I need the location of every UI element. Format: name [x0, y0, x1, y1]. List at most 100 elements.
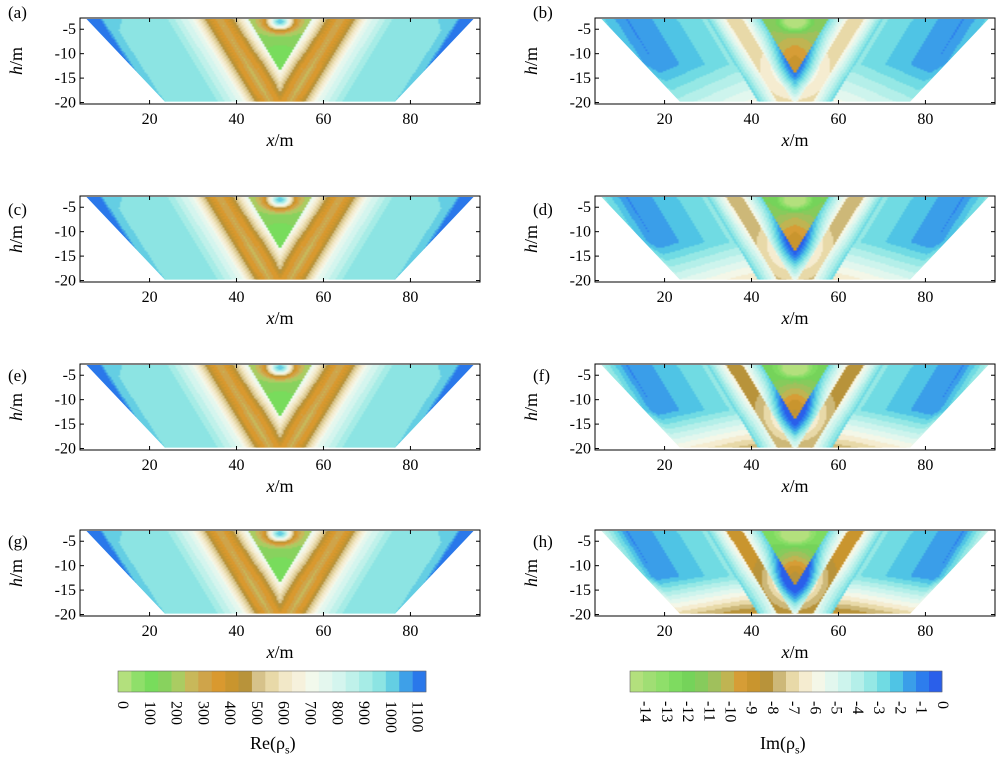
- y-tick-label: -5: [63, 21, 76, 38]
- y-tick-label: -5: [63, 533, 76, 550]
- panel-e: 20 40 60 80 -5 -10 -15 -20 x/m h/m: [6, 363, 481, 496]
- y-tick-label: -10: [55, 558, 76, 575]
- x-axis-title: x/m: [780, 642, 808, 662]
- colorbar-swatch: [292, 671, 306, 692]
- colorbar-tick-label: -13: [658, 701, 675, 722]
- panel-d: 20 40 60 80 -5 -10 -15 -20 x/m h/m: [521, 195, 996, 328]
- y-tick-label: -5: [578, 199, 591, 216]
- x-tick-label: 80: [402, 623, 418, 640]
- y-tick-label: -5: [578, 533, 591, 550]
- y-tick-label: -20: [570, 441, 591, 458]
- x-axis-title: x/m: [780, 476, 808, 496]
- colorbar-swatch: [734, 671, 748, 692]
- x-axis-title: x/m: [265, 308, 293, 328]
- colorbar-tick-label: -6: [806, 701, 823, 714]
- panel-c: 20 40 60 80 -5 -10 -15 -20 x/m h/m: [6, 195, 481, 328]
- colorbar-swatch: [708, 671, 722, 692]
- colorbar-swatch: [721, 671, 735, 692]
- x-tick-label: 60: [830, 111, 846, 128]
- heatmap-image: [86, 365, 474, 448]
- x-tick-label: 40: [744, 457, 760, 474]
- x-axis-title: x/m: [780, 130, 808, 150]
- colorbar-swatch: [786, 671, 800, 692]
- x-tick-label: 20: [657, 457, 673, 474]
- colorbar-swatch: [656, 671, 670, 692]
- colorbar-swatch: [773, 671, 787, 692]
- colorbar-swatch: [171, 671, 186, 692]
- heatmap-image: [601, 19, 989, 102]
- heatmap-image: [86, 531, 474, 614]
- y-tick-label: -20: [55, 273, 76, 290]
- colorbar-tick-label: 100: [141, 701, 158, 725]
- y-tick-label: -10: [570, 392, 591, 409]
- panel-label: (b): [533, 3, 553, 22]
- colorbar-tick-label: -9: [743, 701, 760, 714]
- colorbar-swatch: [812, 671, 826, 692]
- colorbar-frame: [117, 670, 427, 693]
- colorbar-swatch: [799, 671, 813, 692]
- x-tick-label: 60: [315, 111, 331, 128]
- colorbar-im-title-main: Im(ρ: [760, 733, 795, 753]
- y-axis-title: h/m: [6, 225, 26, 253]
- colorbar-swatch: [158, 671, 172, 692]
- panel-label: (a): [8, 3, 27, 22]
- y-tick-label: -5: [63, 367, 76, 384]
- x-tick-label: 40: [229, 111, 245, 128]
- plot-frame: [79, 17, 481, 105]
- colorbar-swatch: [318, 671, 333, 692]
- y-tick-label: -15: [55, 416, 76, 433]
- y-axis-title: h/m: [6, 559, 26, 587]
- colorbar-swatch: [238, 671, 253, 692]
- colorbar-swatch: [669, 671, 683, 692]
- colorbar-re: 0 100 200 300 400 500 600 700 800 900 1000 1100: [114, 670, 427, 733]
- x-axis-title: x/m: [265, 130, 293, 150]
- x-tick-label: 40: [744, 623, 760, 640]
- y-tick-label: -15: [55, 70, 76, 87]
- x-axis-title: x/m: [265, 642, 293, 662]
- colorbar-im: -14 -13 -12 -11 -10 -9 -8 -7 -6 -5 -4 -3 -2 -1 0: [629, 670, 951, 722]
- y-axis-title: h/m: [521, 393, 541, 421]
- x-tick-label: 20: [142, 289, 158, 306]
- colorbar-swatch: [682, 671, 696, 692]
- y-tick-label: -10: [570, 46, 591, 63]
- x-tick-label: 80: [917, 623, 933, 640]
- y-tick-label: -5: [63, 199, 76, 216]
- plot-frame: [594, 195, 996, 283]
- colorbar-swatch: [695, 671, 709, 692]
- y-axis-title: h/m: [521, 559, 541, 587]
- y-tick-label: -5: [578, 21, 591, 38]
- colorbar-tick-label: -11: [700, 701, 717, 722]
- heatmap-image: [601, 197, 989, 280]
- colorbar-tick-label: -1: [913, 701, 930, 714]
- colorbar-swatch: [412, 671, 427, 692]
- colorbar-tick-label: -7: [785, 701, 802, 714]
- x-tick-label: 60: [315, 623, 331, 640]
- colorbar-swatch: [630, 671, 644, 692]
- x-tick-label: 40: [744, 289, 760, 306]
- panel-h: 20 40 60 80 -5 -10 -15 -20 x/m h/m: [521, 529, 996, 662]
- x-tick-label: 40: [744, 111, 760, 128]
- colorbar-tick-label: 400: [221, 701, 238, 725]
- colorbar-swatch: [643, 671, 657, 692]
- x-tick-label: 40: [229, 457, 245, 474]
- x-tick-label: 80: [917, 289, 933, 306]
- colorbar-tick-label: 1100: [409, 701, 426, 732]
- x-tick-label: 80: [402, 457, 418, 474]
- colorbar-tick-label: -2: [891, 701, 908, 714]
- plot-frame: [79, 529, 481, 617]
- colorbar-swatch: [760, 671, 774, 692]
- x-tick-label: 40: [229, 289, 245, 306]
- colorbar-swatch: [903, 671, 917, 692]
- panel-b: 20 40 60 80 -5 -10 -15 -20 x/m h/m: [521, 17, 996, 150]
- colorbar-tick-label: -8: [764, 701, 781, 714]
- colorbar-swatch: [118, 671, 132, 692]
- x-tick-label: 60: [315, 457, 331, 474]
- heatmap-image: [86, 197, 474, 280]
- x-axis-title: x/m: [780, 308, 808, 328]
- y-tick-label: -15: [570, 248, 591, 265]
- y-axis-title: h/m: [521, 225, 541, 253]
- colorbar-re-title-sub: s: [284, 742, 290, 757]
- x-tick-label: 80: [917, 457, 933, 474]
